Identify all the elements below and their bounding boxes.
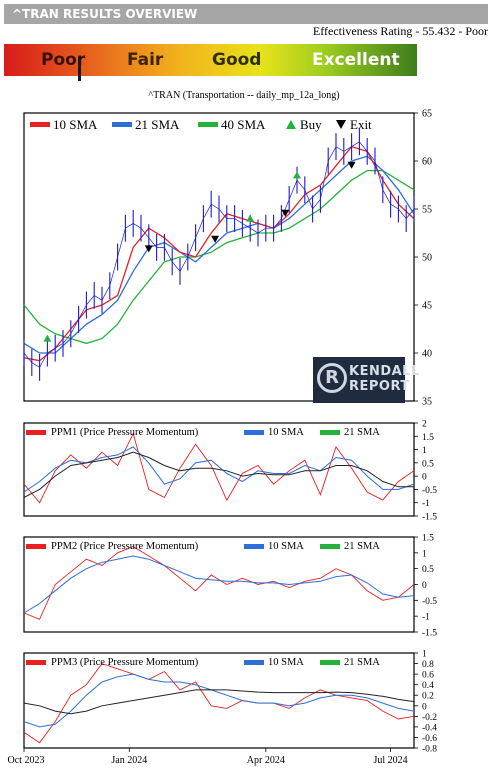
series-10-sma-line: [23, 145, 415, 362]
legend-label-0: 10 SMA: [53, 117, 98, 132]
exit-marker: [211, 235, 220, 243]
ppm-legend-swatch: [320, 430, 340, 435]
panel-1-ytick-label: 0.5: [422, 459, 434, 469]
panel-2-ytick-label: 0: [422, 581, 427, 591]
exit-marker: [144, 245, 153, 253]
ppm-3-line: [23, 663, 415, 744]
rating-label-good: Good: [212, 50, 262, 70]
ppm-3-legend-21sma: 21 SMA: [344, 657, 380, 668]
ppm-1-21-sma-line: [23, 451, 414, 498]
panel-3-ytick-label: 0: [422, 702, 427, 712]
ppm-2-legend-10sma: 10 SMA: [268, 541, 304, 552]
logo-line1: KENDALL: [349, 364, 420, 379]
panel-3-ytick-label: -0.8: [422, 745, 437, 755]
panel-0-ytick-label: 40: [422, 349, 432, 360]
exit-marker: [281, 209, 290, 217]
xtick-label-0: Oct 2023: [8, 755, 45, 766]
ppm-legend-swatch: [244, 544, 264, 549]
panel-3-ytick-label: 0.6: [422, 671, 434, 681]
panel-1-ytick-label: 1.5: [422, 433, 434, 443]
ppm-3-10-sma-line: [23, 673, 415, 728]
logo-line2: REPORT: [349, 379, 410, 394]
panel-2-ytick-label: 0.5: [422, 565, 434, 575]
ppm-legend-swatch: [26, 430, 46, 435]
rating-label-fair: Fair: [127, 50, 164, 70]
panel-3-ytick-label: 1: [422, 650, 427, 660]
ppm-2-legend-label: PPM2 (Price Pressure Momentum): [51, 541, 199, 552]
xtick-label-1: Jan 2024: [111, 755, 147, 766]
panel-2-ytick-label: -1.5: [422, 629, 437, 639]
report-header: ^TRAN RESULTS OVERVIEW: [4, 4, 488, 24]
legend-exit-icon: [336, 120, 346, 129]
ppm-legend-swatch: [320, 660, 340, 665]
rating-label-excellent: Excellent: [312, 50, 400, 70]
rating-label-poor: Poor: [41, 50, 86, 70]
panel-0-ytick-label: 65: [422, 109, 432, 120]
ppm-legend-swatch: [26, 544, 46, 549]
panel-3-ytick-label: 0.4: [422, 681, 434, 691]
panel-3-ytick-label: -0.2: [422, 713, 437, 723]
legend-label-1: 21 SMA: [135, 117, 180, 132]
rating-scale-bar: Poor Fair Good Excellent: [4, 44, 417, 76]
buy-marker: [293, 171, 301, 179]
ppm-1-legend-21sma: 21 SMA: [344, 427, 380, 438]
main-chart-title: ^TRAN (Transportation -- daily_mp_12a_lo…: [148, 90, 340, 101]
panel-1-ytick-label: 2: [422, 420, 427, 430]
effectiveness-rating: Effectiveness Rating - 55.432 - Poor: [312, 24, 488, 38]
rating-pointer: [78, 57, 81, 81]
ppm-legend-swatch: [320, 544, 340, 549]
panel-2-ytick-label: 1.5: [422, 534, 434, 544]
series-40-sma-line: [23, 169, 415, 345]
buy-marker: [43, 334, 52, 342]
ppm-legend-swatch: [244, 660, 264, 665]
panel-0-ytick-label: 35: [422, 397, 432, 408]
panel-1-ytick-label: 1: [422, 446, 427, 456]
ppm-2-10-sma-line: [23, 555, 415, 614]
panel-2-ytick-label: -0.5: [422, 597, 437, 607]
exit-marker: [347, 161, 356, 169]
kendall-report-logo: R KENDALL REPORT: [313, 357, 419, 403]
ppm-1-line: [23, 432, 415, 504]
buy-marker: [246, 214, 255, 222]
panel-2-ytick-label: -1: [422, 613, 430, 623]
panel-0-frame: [23, 112, 415, 402]
ppm-1-legend-label: PPM1 (Price Pressure Momentum): [51, 427, 199, 438]
ppm-3-21-sma-line: [23, 689, 415, 715]
logo-monogram: R: [317, 363, 347, 393]
panel-3-ytick-label: -0.4: [422, 723, 437, 733]
panel-0-ytick-label: 55: [422, 205, 432, 216]
legend-label-3: Buy: [300, 117, 322, 132]
legend-swatch: [30, 122, 50, 127]
legend-buy-icon: [286, 120, 296, 129]
panel-3-ytick-label: 0.8: [422, 660, 434, 670]
panel-0-ytick-label: 45: [422, 301, 432, 312]
price-series-line: [23, 141, 415, 368]
ppm-3-legend-10sma: 10 SMA: [268, 657, 304, 668]
panel-0-ytick-label: 50: [422, 253, 432, 264]
panel-3-ytick-label: -0.6: [422, 734, 437, 744]
xtick-label-3: Jul 2024: [374, 755, 408, 766]
panel-1-ytick-label: -1.5: [422, 513, 437, 523]
panel-2-ytick-label: 1: [422, 549, 427, 559]
panel-0-ytick-label: 60: [422, 157, 432, 168]
legend-label-2: 40 SMA: [221, 117, 266, 132]
panel-1-ytick-label: 0: [422, 473, 427, 483]
legend-swatch: [112, 122, 132, 127]
panel-1-ytick-label: -1: [422, 499, 430, 509]
ppm-1-legend-10sma: 10 SMA: [268, 427, 304, 438]
legend-label-4: Exit: [350, 117, 372, 132]
panel-3-frame: [23, 652, 415, 749]
ppm-2-legend-21sma: 21 SMA: [344, 541, 380, 552]
xtick-label-2: Apr 2024: [247, 755, 285, 766]
ppm-3-legend-label: PPM3 (Price Pressure Momentum): [51, 657, 199, 668]
ppm-legend-swatch: [244, 430, 264, 435]
ppm-2-line: [23, 545, 415, 620]
ppm-legend-swatch: [26, 660, 46, 665]
panel-3-ytick-label: 0.2: [422, 692, 434, 702]
panel-1-ytick-label: -0.5: [422, 486, 437, 496]
legend-swatch: [198, 122, 218, 127]
